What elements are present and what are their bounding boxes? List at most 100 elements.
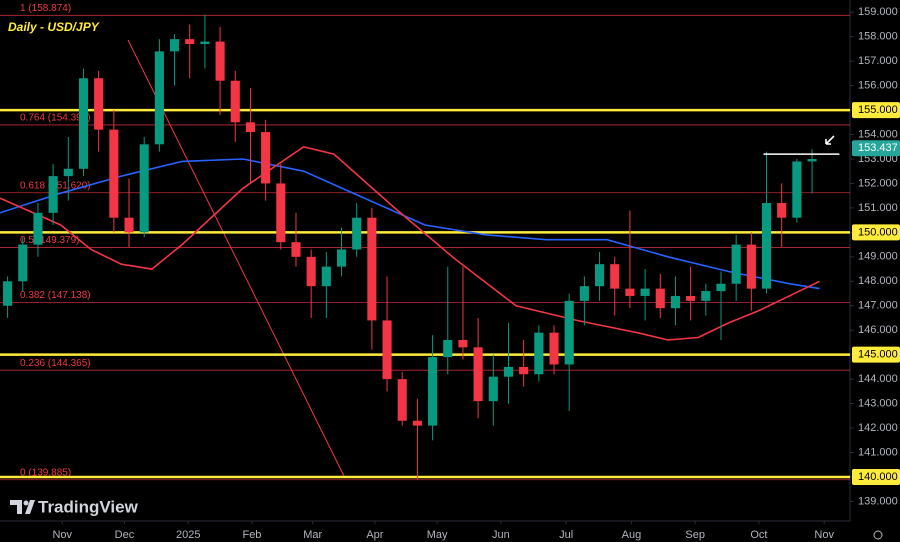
x-tick-label: Mar <box>303 529 322 541</box>
x-tick-label: May <box>427 529 448 541</box>
chart-title: Daily - USD/JPY <box>8 20 100 34</box>
candle-body <box>33 212 43 245</box>
y-tick-label: 142.000 <box>858 422 898 434</box>
candle-body <box>94 78 104 130</box>
candle-body <box>503 366 514 377</box>
candle-body <box>428 357 438 426</box>
x-tick-label: Dec <box>115 529 135 541</box>
candle-body <box>200 41 210 45</box>
candle-body <box>185 39 195 45</box>
last-price-label: 153.437 <box>858 142 898 154</box>
candle-body <box>3 281 13 306</box>
candle-body <box>306 256 316 287</box>
y-tick-label: 150.000 <box>858 226 898 238</box>
fib-label: 0 (139.885) <box>20 467 71 478</box>
candle-body <box>382 320 392 380</box>
candle-body <box>761 203 772 289</box>
logo <box>10 500 35 514</box>
y-tick-label: 147.000 <box>858 300 898 312</box>
candle-body <box>519 366 529 375</box>
logo-text: TradingView <box>38 497 139 516</box>
x-tick-label: Jun <box>492 529 510 541</box>
candle-body <box>245 122 255 133</box>
level-price-box <box>852 102 900 119</box>
level-price-box <box>852 346 900 363</box>
last-price-box <box>852 140 900 157</box>
x-tick-label: Jul <box>559 529 573 541</box>
fib-label: 0.382 (147.138) <box>20 290 91 301</box>
level-price-box <box>852 224 900 241</box>
x-tick-label: Oct <box>750 529 767 541</box>
fib-label: 0.764 (154.393) <box>20 113 91 124</box>
candle-body <box>595 264 605 287</box>
candle-body <box>488 376 498 402</box>
candle-body <box>215 41 225 81</box>
plot: 1 (158.874)0.764 (154.393)0.618 (151.620… <box>0 3 850 481</box>
candle-body <box>154 51 164 145</box>
settings-icon[interactable] <box>873 530 883 540</box>
x-tick-label: Apr <box>366 529 383 541</box>
candle-body <box>731 244 741 284</box>
candle-body <box>792 161 802 218</box>
fib-label: 0.236 (144.365) <box>20 358 91 369</box>
y-tick-label: 148.000 <box>858 275 898 287</box>
candle-body <box>701 291 711 301</box>
candle-body <box>443 339 453 358</box>
candle-body <box>261 132 271 184</box>
candle-body <box>170 39 180 52</box>
candle-body <box>670 295 680 309</box>
y-tick-label: 141.000 <box>858 446 898 458</box>
candle-body <box>276 183 286 243</box>
x-tick-label: Nov <box>814 529 834 541</box>
candle-body <box>777 203 787 218</box>
y-tick-label: 157.000 <box>858 55 898 67</box>
candle-body <box>336 249 347 267</box>
x-tick-label: Aug <box>622 529 642 541</box>
x-tick-label: Sep <box>685 529 705 541</box>
candle-body <box>746 244 756 289</box>
arrow <box>825 135 835 145</box>
candle-body <box>48 176 58 213</box>
candle-body <box>397 379 407 421</box>
x-tick-label: Nov <box>52 529 72 541</box>
y-tick-label: 156.000 <box>858 80 898 92</box>
candle-body <box>63 168 73 177</box>
candle-body <box>549 332 559 365</box>
fib-label: 0.5 (149.379) <box>20 235 80 246</box>
candle-body <box>625 288 635 296</box>
candle-body <box>109 129 119 218</box>
candle-body <box>458 339 468 348</box>
candle-body <box>473 347 483 402</box>
candle-body <box>139 144 149 233</box>
candle-body <box>124 217 134 233</box>
candle-body <box>534 332 544 375</box>
candle-body <box>78 78 89 169</box>
candle-body <box>807 158 817 162</box>
y-tick-label: 149.000 <box>858 251 898 263</box>
y-tick-label: 158.000 <box>858 31 898 43</box>
level-price-box <box>852 468 900 485</box>
y-tick-label: 139.000 <box>858 495 898 507</box>
x-tick-label: 2025 <box>176 529 200 541</box>
y-tick-label: 155.000 <box>858 104 898 116</box>
candle-body <box>610 264 620 289</box>
y-tick-label: 143.000 <box>858 397 898 409</box>
y-tick-label: 152.000 <box>858 177 898 189</box>
y-tick-label: 154.000 <box>858 128 898 140</box>
trend-line <box>127 39 346 479</box>
y-tick-label: 159.000 <box>858 6 898 18</box>
y-tick-label: 146.000 <box>858 324 898 336</box>
candle-body <box>321 266 331 287</box>
candle-body <box>579 286 589 301</box>
candle-body <box>230 80 240 123</box>
y-tick-label: 145.000 <box>858 349 898 361</box>
candle-body <box>367 217 377 321</box>
candle-body <box>352 217 362 250</box>
fib-label: 1 (158.874) <box>20 3 71 14</box>
candle-body <box>18 244 28 282</box>
x-tick-label: Feb <box>242 529 261 541</box>
candle-body <box>291 242 301 257</box>
y-tick-label: 140.000 <box>858 471 898 483</box>
candle-body <box>655 288 665 309</box>
